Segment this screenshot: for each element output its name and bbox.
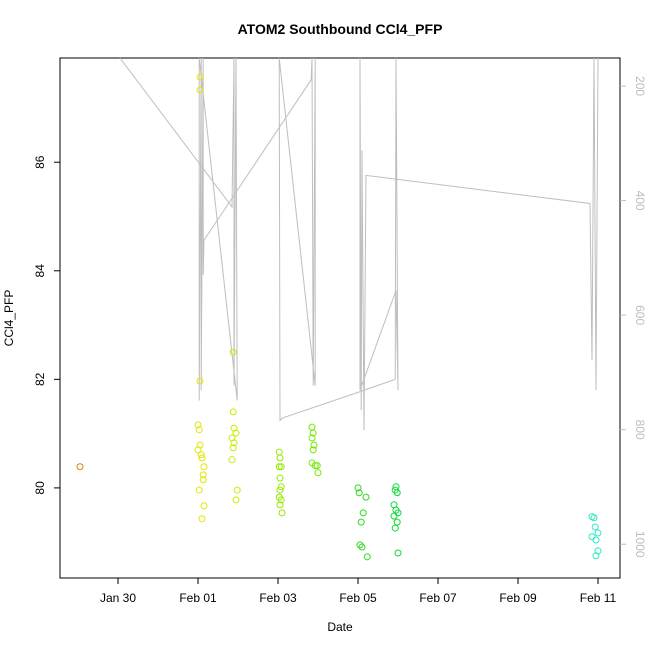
y-tick-label: 86 bbox=[33, 155, 47, 169]
x-axis-label: Date bbox=[327, 620, 353, 634]
y-axis-label: CCl4_PFP bbox=[2, 290, 16, 347]
point bbox=[194, 421, 202, 429]
point bbox=[228, 456, 236, 464]
point bbox=[591, 523, 599, 531]
point bbox=[196, 86, 204, 94]
x-tick-label: Feb 11 bbox=[580, 591, 617, 605]
point bbox=[590, 514, 598, 522]
x-tick-label: Feb 09 bbox=[499, 591, 537, 605]
point bbox=[232, 496, 240, 504]
point bbox=[275, 448, 283, 456]
point bbox=[195, 486, 203, 494]
plot-frame bbox=[59, 57, 621, 579]
point bbox=[393, 489, 401, 497]
y2-tick-label: 800 bbox=[633, 420, 647, 440]
point bbox=[230, 439, 238, 447]
point bbox=[278, 509, 286, 517]
y2-tick-label: 1000 bbox=[633, 531, 647, 558]
point bbox=[229, 348, 237, 356]
point bbox=[197, 451, 205, 459]
point bbox=[277, 496, 285, 504]
y-tick-label: 82 bbox=[33, 372, 47, 386]
y-tick-label: 84 bbox=[33, 264, 47, 278]
point bbox=[196, 377, 204, 385]
x-tick-label: Feb 01 bbox=[179, 591, 217, 605]
point bbox=[200, 463, 208, 471]
point bbox=[229, 444, 237, 452]
point bbox=[277, 463, 285, 471]
point bbox=[592, 536, 600, 544]
point bbox=[199, 476, 207, 484]
point bbox=[76, 463, 84, 471]
point bbox=[276, 486, 284, 494]
point bbox=[363, 553, 371, 561]
point bbox=[311, 462, 319, 470]
point bbox=[198, 454, 206, 462]
point bbox=[357, 518, 365, 526]
point bbox=[308, 434, 316, 442]
point bbox=[354, 484, 362, 492]
point bbox=[394, 549, 402, 557]
point bbox=[393, 518, 401, 526]
point bbox=[592, 552, 600, 560]
y2-tick-label: 600 bbox=[633, 305, 647, 325]
point bbox=[594, 529, 602, 537]
point bbox=[356, 541, 364, 549]
point bbox=[358, 543, 366, 551]
point bbox=[309, 446, 317, 454]
point bbox=[310, 441, 318, 449]
point bbox=[588, 533, 596, 541]
y2-tick-label: 200 bbox=[633, 76, 647, 96]
point bbox=[390, 512, 398, 520]
y2-tick-label: 400 bbox=[633, 191, 647, 211]
point bbox=[276, 501, 284, 509]
point bbox=[276, 454, 284, 462]
point bbox=[362, 493, 370, 501]
point bbox=[200, 502, 208, 510]
point bbox=[277, 483, 285, 491]
point bbox=[195, 426, 203, 434]
chart-title: ATOM2 Southbound CCl4_PFP bbox=[238, 21, 443, 37]
point bbox=[196, 73, 204, 81]
y-tick-label: 80 bbox=[33, 481, 47, 495]
point bbox=[314, 469, 322, 477]
x-tick-label: Feb 05 bbox=[339, 591, 377, 605]
point bbox=[276, 474, 284, 482]
point bbox=[313, 462, 321, 470]
point bbox=[355, 489, 363, 497]
point bbox=[359, 509, 367, 517]
point bbox=[275, 463, 283, 471]
point bbox=[229, 408, 237, 416]
point bbox=[391, 524, 399, 532]
point bbox=[309, 429, 317, 437]
point bbox=[308, 423, 316, 431]
point bbox=[198, 515, 206, 523]
point bbox=[232, 429, 240, 437]
x-tick-label: Feb 07 bbox=[419, 591, 457, 605]
x-tick-label: Jan 30 bbox=[100, 591, 136, 605]
point bbox=[194, 446, 202, 454]
pressure-line bbox=[119, 57, 599, 431]
point bbox=[233, 486, 241, 494]
x-tick-label: Feb 03 bbox=[259, 591, 297, 605]
point bbox=[199, 471, 207, 479]
